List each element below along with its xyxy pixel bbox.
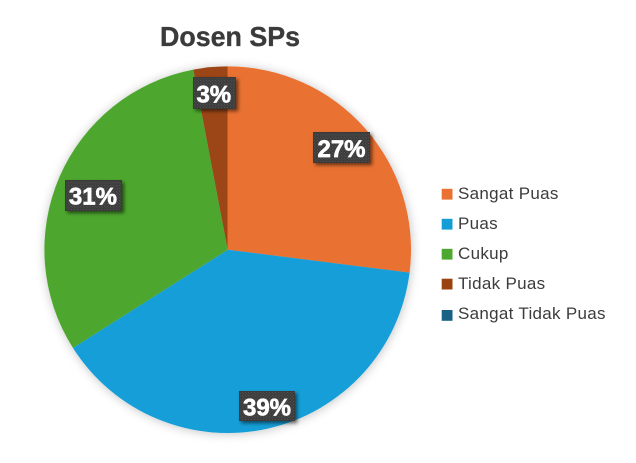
- svg-text:39%: 39%: [243, 395, 291, 422]
- svg-text:Sangat Tidak Puas: Sangat Tidak Puas: [458, 304, 606, 323]
- svg-text:31%: 31%: [69, 184, 117, 211]
- svg-text:Tidak Puas: Tidak Puas: [458, 274, 545, 293]
- svg-text:Cukup: Cukup: [458, 244, 509, 263]
- svg-text:Dosen SPs: Dosen SPs: [160, 21, 300, 52]
- svg-text:Puas: Puas: [458, 214, 498, 233]
- svg-text:Sangat Puas: Sangat Puas: [458, 184, 559, 203]
- svg-text:27%: 27%: [317, 136, 365, 163]
- svg-text:3%: 3%: [196, 81, 231, 108]
